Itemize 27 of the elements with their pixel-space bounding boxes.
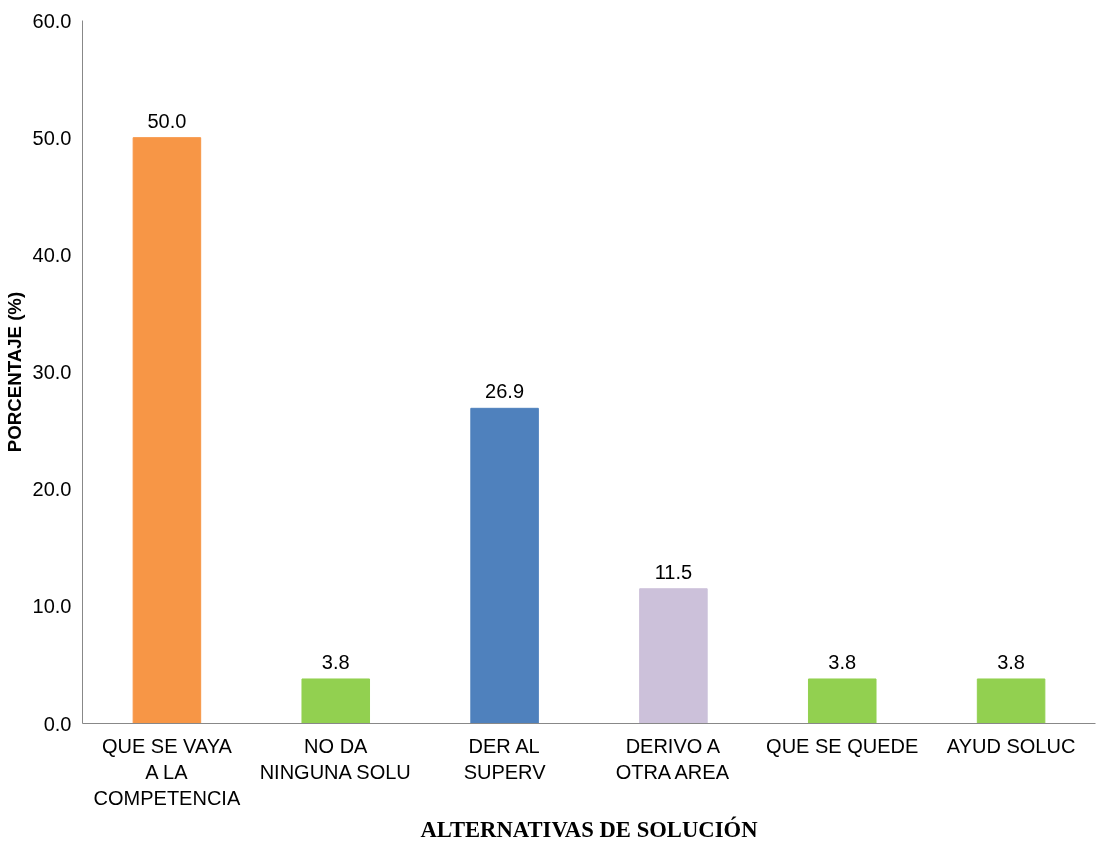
y-tick-label: 50.0 xyxy=(32,126,72,149)
x-tick-label: QUE SE VAYA A LA COMPETENCIA xyxy=(93,734,241,810)
y-tick-label: 20.0 xyxy=(32,478,72,501)
y-tick-label: 40.0 xyxy=(32,243,72,266)
bar xyxy=(976,678,1046,724)
y-tick-label: 0.0 xyxy=(43,712,72,735)
data-label: 11.5 xyxy=(654,560,693,583)
x-tick-label: DERIVO A OTRA AREA xyxy=(615,734,730,783)
y-tick-label: 10.0 xyxy=(32,595,72,618)
data-label: 3.8 xyxy=(997,650,1025,673)
x-tick-label: DER AL SUPERV xyxy=(463,734,547,783)
bar xyxy=(132,137,202,724)
data-label: 26.9 xyxy=(485,380,525,403)
x-tick-label: AYUD SOLUC xyxy=(946,734,1076,757)
x-tick-label: QUE SE QUEDE xyxy=(766,734,919,757)
y-tick-label: 30.0 xyxy=(32,361,72,383)
y-tick-label: 60.0 xyxy=(32,9,72,32)
data-label: 50.0 xyxy=(147,109,187,132)
bar xyxy=(639,588,708,724)
bar xyxy=(470,407,539,724)
bar xyxy=(301,678,371,724)
x-axis-title: ALTERNATIVAS DE SOLUCIÓN xyxy=(420,816,759,843)
y-axis-title: PORCENTAJE (%) xyxy=(3,291,25,453)
x-tick-label: NO DA NINGUNA SOLU xyxy=(259,734,411,783)
bar xyxy=(807,678,877,724)
data-label: 3.8 xyxy=(828,650,857,673)
data-label: 3.8 xyxy=(321,650,350,673)
